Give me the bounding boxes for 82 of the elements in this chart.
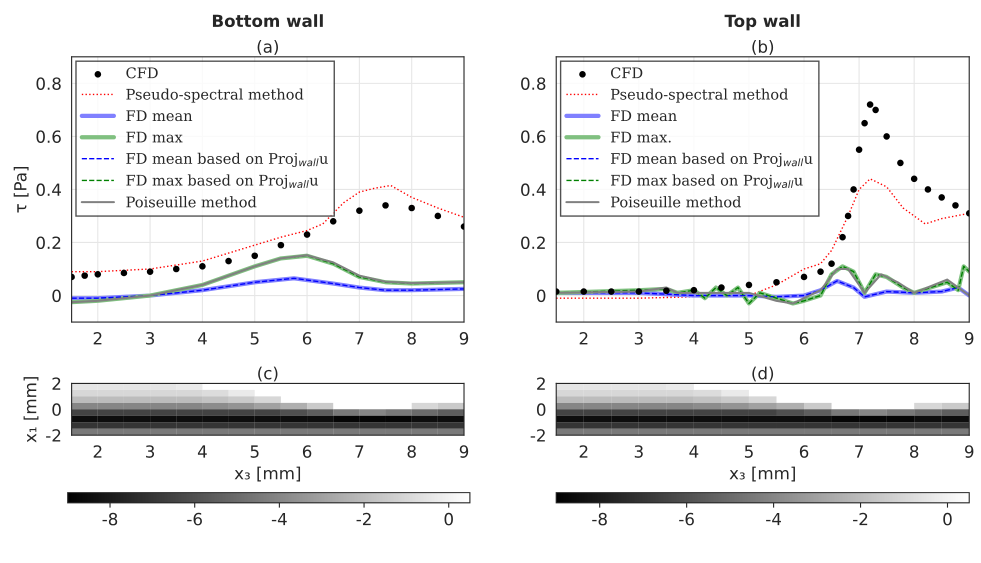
x-tick-label: 6 — [302, 445, 312, 458]
y-tick-label: -2 — [46, 429, 60, 442]
x-tick-label: 8 — [910, 332, 918, 345]
legend-label: FD mean — [610, 110, 677, 122]
legend-label: CFD — [126, 67, 158, 78]
chart-subtitle: (b) — [752, 40, 774, 55]
x-tick-label: 8 — [910, 445, 918, 458]
y-tick-label: 0.6 — [36, 130, 61, 143]
y-axis-title: x₁ [mm] — [24, 377, 38, 442]
y-tick-label: 0 — [52, 403, 61, 416]
chart-subtitle: (a) — [258, 40, 278, 55]
x-tick-label: 2 — [580, 332, 588, 344]
legend-label: FD mean based on Proj$_{wall}$u — [610, 152, 812, 168]
y-tick-label: 0.6 — [521, 130, 546, 143]
legend-label: FD max based on Proj$_{wall}$u — [610, 174, 803, 189]
y-tick-label: 2 — [52, 377, 60, 390]
x-tick-label: 3 — [634, 332, 643, 345]
legend-label: FD mean based on Proj$_{wall}$u — [126, 152, 328, 168]
y-tick-label: 2 — [537, 377, 545, 390]
x-tick-label: 3 — [634, 445, 643, 458]
x-tick-label: 4 — [689, 332, 698, 344]
y-tick-label: 0.4 — [36, 183, 61, 196]
y-tick-label: 0 — [52, 289, 61, 302]
legend-label: FD max — [126, 132, 183, 143]
y-tick-label: 0.2 — [521, 236, 545, 250]
color-bar-label: -2 — [853, 512, 868, 526]
chart-title: Bottom wall — [212, 14, 323, 28]
x-tick-label: 9 — [964, 332, 974, 345]
x-tick-label: 2 — [580, 445, 588, 458]
color-bar-label: -4 — [766, 512, 781, 526]
x-axis-title: x₃ [mm] — [730, 466, 795, 482]
color-bar-label: -6 — [679, 512, 694, 526]
x-tick-label: 9 — [460, 332, 468, 345]
y-axis-title: τ [Pa] — [14, 166, 29, 213]
x-tick-label: 8 — [408, 445, 416, 458]
x-tick-label: 5 — [744, 332, 753, 345]
y-tick-label: 0 — [537, 289, 546, 302]
x-tick-label: 3 — [146, 332, 154, 345]
color-bar-label: 0 — [943, 512, 952, 526]
y-tick-label: 0.8 — [521, 77, 546, 90]
y-tick-label: 0.8 — [36, 77, 61, 90]
x-tick-label: 8 — [408, 332, 416, 345]
legend-label: Pseudo-spectral method — [610, 88, 788, 103]
legend-label: FD max based on Proj$_{wall}$u — [126, 174, 318, 189]
x-tick-label: 9 — [460, 445, 468, 458]
x-tick-label: 7 — [855, 332, 863, 344]
x-axis-title: x₃ [mm] — [234, 466, 300, 482]
chart-title: Top wall — [724, 14, 800, 30]
legend-label: Poiseuille method — [126, 196, 256, 208]
x-tick-label: 9 — [964, 445, 974, 458]
x-tick-label: 4 — [198, 445, 207, 458]
x-tick-label: 7 — [855, 445, 863, 458]
x-tick-label: 6 — [302, 332, 312, 345]
x-tick-label: 4 — [689, 445, 698, 458]
y-tick-label: 0.4 — [521, 183, 546, 196]
x-tick-label: 5 — [250, 445, 259, 458]
color-bar-label: -4 — [272, 512, 287, 526]
x-tick-label: 7 — [355, 332, 364, 344]
y-tick-label: 0 — [537, 403, 546, 416]
color-bar-label: -8 — [102, 512, 118, 526]
x-tick-label: 7 — [355, 445, 364, 458]
y-tick-label: -2 — [530, 429, 545, 442]
legend-label: FD mean — [126, 110, 192, 122]
x-tick-label: 4 — [198, 332, 207, 344]
x-tick-label: 6 — [800, 445, 808, 458]
color-bar-label: -6 — [187, 512, 202, 526]
legend-label: CFD — [611, 67, 642, 78]
legend-label: Poiseuille method — [610, 196, 742, 208]
color-bar-label: -8 — [592, 512, 607, 526]
x-tick-label: 2 — [94, 445, 102, 458]
chart-title: (d) — [752, 366, 774, 382]
y-tick-label: 0.2 — [36, 236, 60, 250]
x-tick-label: 5 — [744, 445, 753, 458]
x-tick-label: 6 — [800, 332, 808, 345]
color-bar-label: 0 — [444, 512, 453, 526]
x-tick-label: 5 — [250, 332, 259, 345]
x-tick-label: 3 — [146, 445, 154, 458]
color-bar-label: -2 — [356, 512, 371, 526]
chart-title: (c) — [258, 366, 278, 382]
legend-label: Pseudo-spectral method — [126, 88, 304, 103]
legend-label: FD max. — [610, 132, 671, 143]
x-tick-label: 2 — [94, 332, 102, 344]
